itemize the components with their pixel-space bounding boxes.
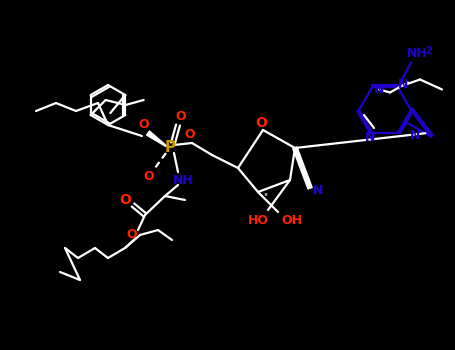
Text: NH: NH <box>172 175 193 188</box>
Text: N: N <box>365 131 375 144</box>
Text: P: P <box>164 140 176 155</box>
Text: O: O <box>144 169 154 182</box>
Text: O: O <box>255 116 267 130</box>
Text: O: O <box>185 128 195 141</box>
Text: O: O <box>126 229 137 241</box>
Polygon shape <box>147 131 166 146</box>
Text: N: N <box>313 184 323 197</box>
Text: '': '' <box>284 179 289 189</box>
Text: O: O <box>119 193 131 207</box>
Text: NH: NH <box>407 47 427 60</box>
Text: N: N <box>374 83 384 96</box>
Text: HO: HO <box>248 214 268 226</box>
Text: '': '' <box>263 192 268 202</box>
Text: N: N <box>398 78 408 91</box>
Text: O: O <box>176 110 186 122</box>
Text: OH: OH <box>282 215 303 228</box>
Text: 2: 2 <box>425 47 432 56</box>
Text: O: O <box>139 119 149 132</box>
Text: N: N <box>410 129 420 142</box>
